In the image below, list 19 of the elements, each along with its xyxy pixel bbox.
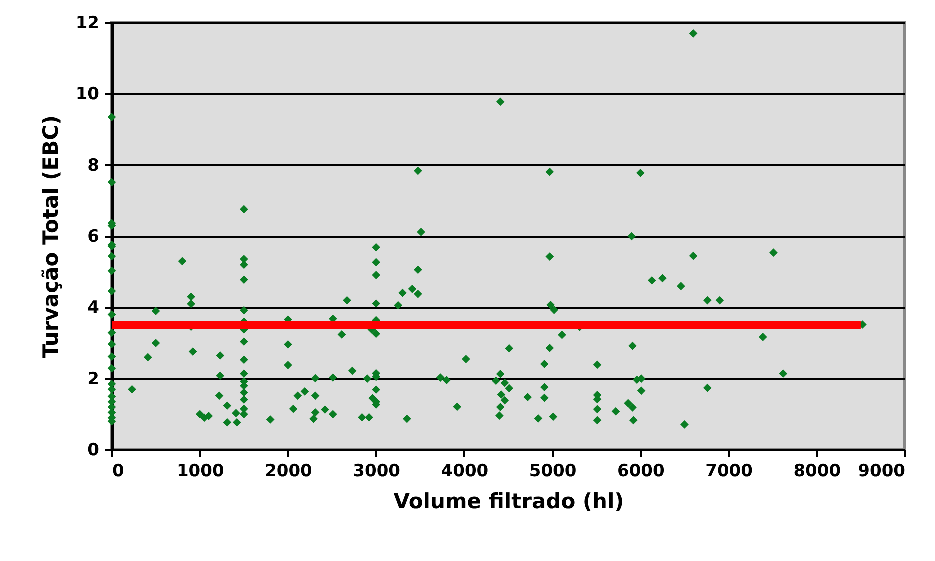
y-tick-label: 0 <box>88 440 100 460</box>
x-tick-label: 4000 <box>441 462 489 482</box>
x-tick-label: 3000 <box>353 462 401 482</box>
y-tick-label: 6 <box>88 227 100 247</box>
x-tick-label: 1000 <box>176 462 224 482</box>
y-tick-label: 2 <box>88 369 100 390</box>
x-tick-label: 0 <box>112 462 124 482</box>
x-tick-label: 6000 <box>618 462 665 482</box>
x-tick-label: 5000 <box>529 462 577 482</box>
y-tick-label: 10 <box>76 84 100 105</box>
x-tick-label: 9000 <box>858 462 906 482</box>
y-tick-label: 8 <box>88 156 100 176</box>
y-tick-label: 12 <box>76 14 100 34</box>
x-tick-label: 7000 <box>706 462 754 482</box>
x-axis-title: Volume filtrado (hl) <box>394 490 624 514</box>
x-tick-label: 2000 <box>265 462 313 482</box>
y-axis-title: Turvação Total (EBC) <box>38 115 63 359</box>
x-tick-label: 8000 <box>794 462 842 482</box>
y-tick-label: 4 <box>88 298 100 318</box>
